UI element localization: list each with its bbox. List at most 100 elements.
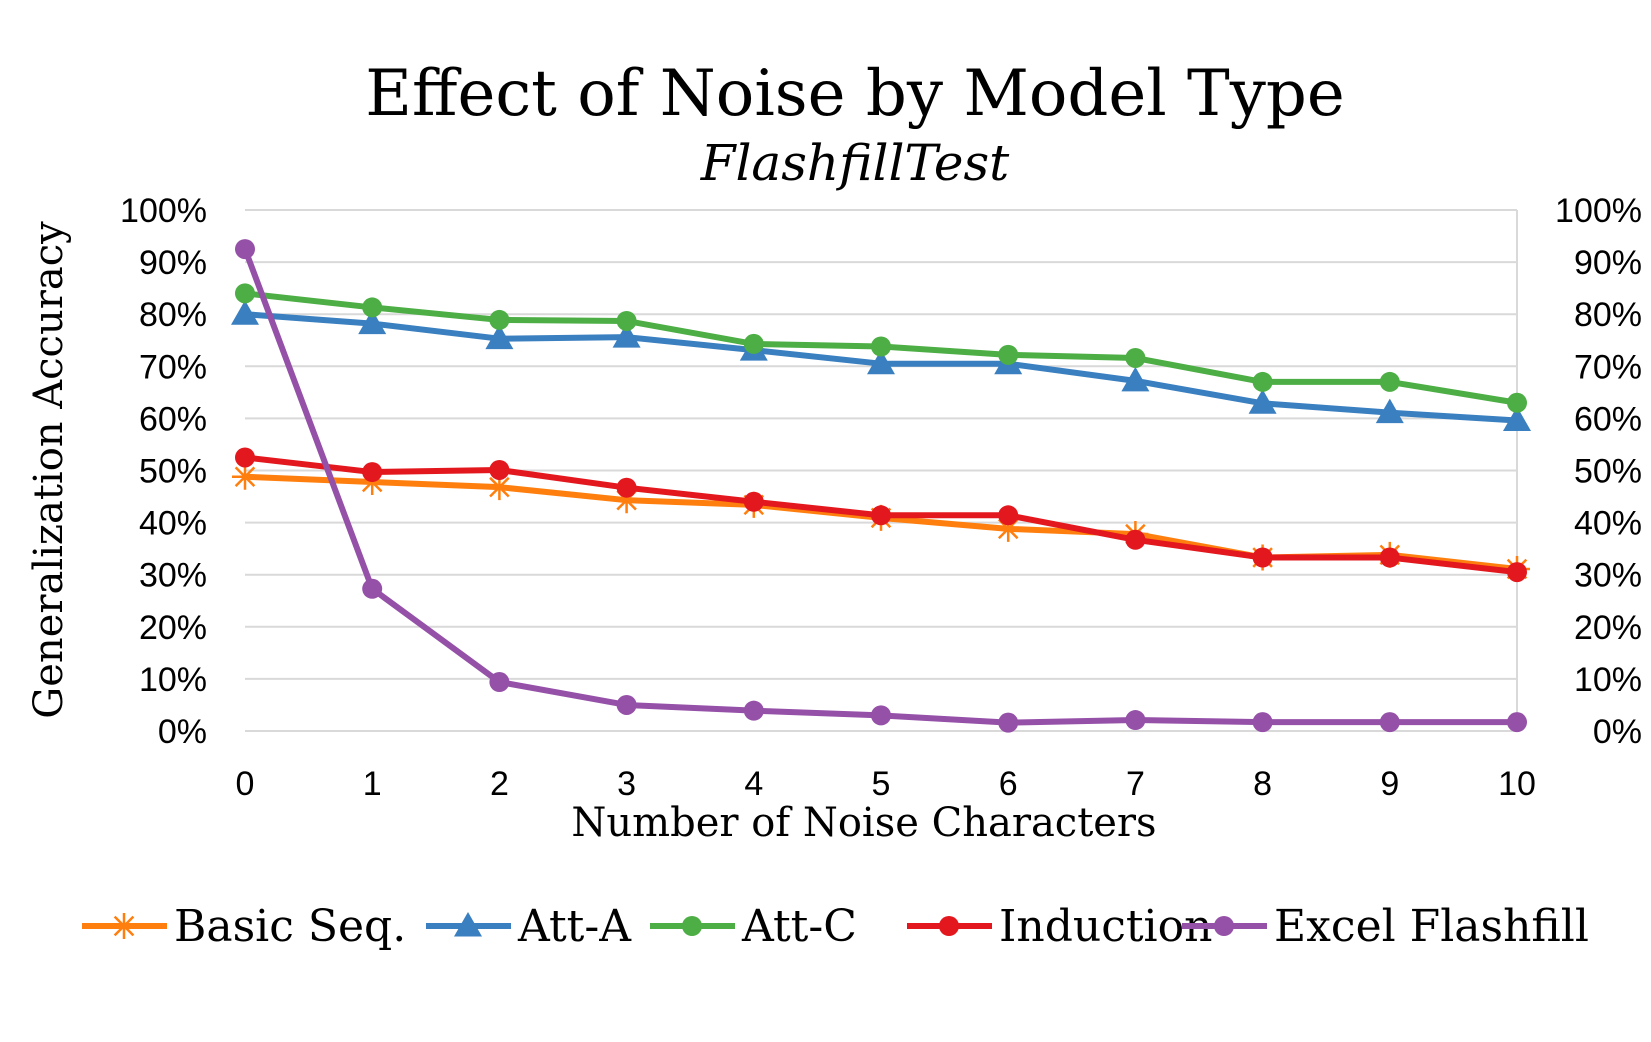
y-axis-right: 0% 10% 20% 30% 40% 50% 60% 70% 80% 90% 100% (1555, 192, 1642, 751)
y-tick-label-right: 80% (1574, 296, 1642, 334)
data-point-excel-flashfill (362, 578, 383, 599)
data-point-basic-seq (486, 474, 513, 501)
data-point-att-a (1375, 398, 1404, 424)
data-point-att-a (358, 309, 387, 335)
legend-marker-induction (939, 916, 959, 936)
data-point-excel-flashfill (1379, 712, 1400, 733)
x-tick-label: 5 (872, 765, 891, 803)
data-point-excel-flashfill (1252, 712, 1273, 733)
data-point-excel-flashfill (616, 694, 637, 715)
y-tick-label-left: 70% (139, 348, 207, 386)
y-tick-label-right: 100% (1555, 192, 1642, 230)
legend: Basic Seq. Att-A Att-C Induction Excel Flash… (82, 901, 1589, 952)
x-tick-label: 6 (999, 765, 1018, 803)
series-att-c (235, 283, 1527, 413)
x-tick-label: 10 (1498, 765, 1536, 803)
data-point-att-c (1252, 371, 1273, 392)
data-point-excel-flashfill (1507, 712, 1527, 733)
y-tick-label-left: 50% (139, 453, 207, 491)
data-point-att-c (1507, 392, 1527, 413)
data-point-att-a (612, 323, 641, 348)
data-point-basic-seq (613, 487, 640, 514)
data-point-att-a (1248, 389, 1277, 414)
data-point-excel-flashfill (235, 239, 255, 260)
x-tick-label: 1 (363, 765, 382, 803)
legend-label-att-a: Att-A (517, 901, 632, 952)
y-tick-label-right: 30% (1574, 557, 1642, 595)
data-point-att-c (871, 336, 891, 357)
data-point-att-c (1379, 371, 1400, 392)
y-tick-label-right: 20% (1574, 609, 1642, 647)
legend-label-basic-seq: Basic Seq. (174, 901, 406, 952)
legend-item-att-c: Att-C (650, 901, 857, 952)
data-point-induction (1507, 562, 1527, 583)
chart-title: Effect of Noise by Model Type (365, 57, 1344, 131)
data-point-induction (362, 462, 383, 483)
data-point-att-c (1125, 347, 1146, 368)
y-tick-label-right: 90% (1574, 244, 1642, 282)
series-induction (235, 447, 1527, 583)
data-point-induction (1125, 529, 1146, 550)
y-tick-label-left: 60% (139, 400, 207, 438)
data-point-basic-seq (995, 515, 1022, 542)
legend-item-att-a: Att-A (426, 901, 632, 952)
y-tick-label-right: 50% (1574, 453, 1642, 491)
data-point-att-c (616, 310, 637, 331)
data-point-excel-flashfill (743, 700, 764, 721)
data-point-att-c (998, 344, 1019, 365)
y-tick-label-left: 90% (139, 244, 207, 282)
data-point-att-a (485, 324, 514, 350)
y-tick-label-left: 30% (139, 557, 207, 595)
legend-label-excel-flashfill: Excel Flashfill (1274, 901, 1589, 952)
x-axis-label: Number of Noise Characters (571, 800, 1156, 846)
x-tick-label: 7 (1126, 765, 1145, 803)
data-point-att-a (1503, 406, 1531, 431)
data-point-induction (743, 491, 764, 512)
y-tick-label-left: 0% (158, 713, 207, 751)
y-tick-label-right: 60% (1574, 400, 1642, 438)
y-tick-label-right: 70% (1574, 348, 1642, 386)
data-point-att-a (1121, 366, 1150, 392)
data-point-induction (235, 447, 255, 468)
y-tick-label-left: 100% (120, 192, 207, 230)
legend-marker-excel-flashfill (1214, 916, 1234, 936)
data-point-att-a (867, 349, 895, 375)
series-att-a (231, 300, 1531, 431)
data-point-att-a (231, 300, 259, 325)
data-point-induction (1252, 547, 1273, 568)
data-point-induction (998, 505, 1019, 526)
data-point-att-c (489, 309, 510, 330)
data-point-att-c (743, 333, 764, 354)
y-tick-label-left: 20% (139, 609, 207, 647)
y-tick-label-left: 80% (139, 296, 207, 334)
y-tick-label-right: 10% (1574, 661, 1642, 699)
data-point-excel-flashfill (871, 705, 891, 726)
x-tick-label: 0 (236, 765, 255, 803)
data-point-induction (871, 505, 891, 526)
x-axis: 0 1 2 3 4 5 6 7 8 9 10 (236, 765, 1536, 803)
data-point-excel-flashfill (998, 712, 1019, 733)
y-tick-label-right: 40% (1574, 505, 1642, 543)
data-point-att-c (362, 297, 383, 318)
legend-item-basic-seq: Basic Seq. (82, 901, 406, 952)
x-tick-label: 9 (1380, 765, 1399, 803)
y-tick-label-left: 10% (139, 661, 207, 699)
x-tick-label: 2 (490, 765, 509, 803)
legend-marker-att-a (454, 912, 482, 937)
legend-marker-att-c (682, 916, 702, 936)
data-point-excel-flashfill (1125, 710, 1146, 731)
x-tick-label: 3 (617, 765, 636, 803)
chart-subtitle: FlashfillTest (700, 134, 1010, 192)
legend-item-induction: Induction (907, 901, 1212, 952)
series-excel-flashfill (235, 239, 1527, 733)
y-tick-label-left: 40% (139, 505, 207, 543)
legend-item-excel-flashfill: Excel Flashfill (1182, 901, 1589, 952)
data-point-induction (1379, 547, 1400, 568)
legend-marker-basic-seq (111, 913, 137, 939)
data-point-induction (489, 459, 510, 480)
legend-label-att-c: Att-C (741, 901, 857, 952)
data-point-induction (616, 477, 637, 498)
legend-label-induction: Induction (999, 901, 1212, 952)
x-tick-label: 4 (744, 765, 763, 803)
series-group (231, 239, 1531, 733)
